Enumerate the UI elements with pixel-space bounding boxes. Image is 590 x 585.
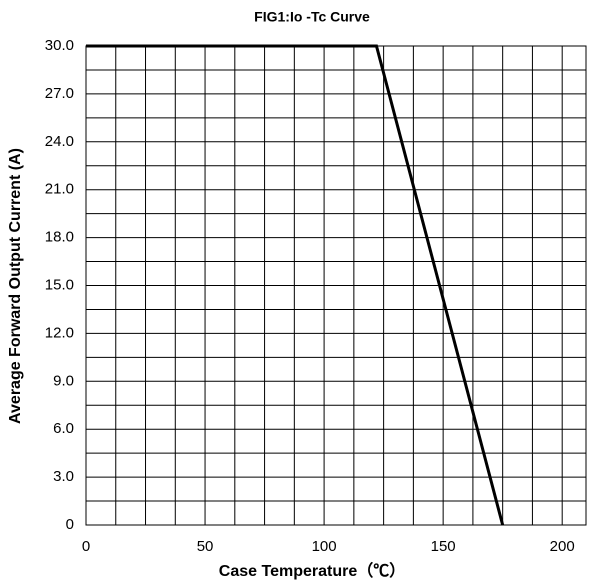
chart-title: FIG1:Io -Tc Curve <box>254 9 370 25</box>
y-tick-label: 21.0 <box>45 181 74 198</box>
x-tick-label: 50 <box>197 538 214 555</box>
y-tick-label: 24.0 <box>45 133 74 150</box>
y-tick-label: 12.0 <box>45 324 74 341</box>
x-tick-label: 150 <box>431 538 456 555</box>
y-tick-label: 0 <box>66 516 74 533</box>
y-tick-label: 15.0 <box>45 276 74 293</box>
y-tick-label: 9.0 <box>53 372 74 389</box>
x-axis-label: Case Temperature（℃） <box>219 562 405 580</box>
y-tick-label: 3.0 <box>53 468 74 485</box>
y-tick-label: 27.0 <box>45 85 74 102</box>
x-tick-label: 0 <box>82 538 90 555</box>
y-axis-label: Average Forward Output Current (A) <box>7 148 24 424</box>
x-tick-label: 200 <box>550 538 575 555</box>
y-tick-label: 18.0 <box>45 229 74 246</box>
data-line <box>86 44 505 526</box>
x-tick-label: 100 <box>312 538 337 555</box>
y-tick-label: 6.0 <box>53 420 74 437</box>
y-tick-label: 30.0 <box>45 37 74 54</box>
